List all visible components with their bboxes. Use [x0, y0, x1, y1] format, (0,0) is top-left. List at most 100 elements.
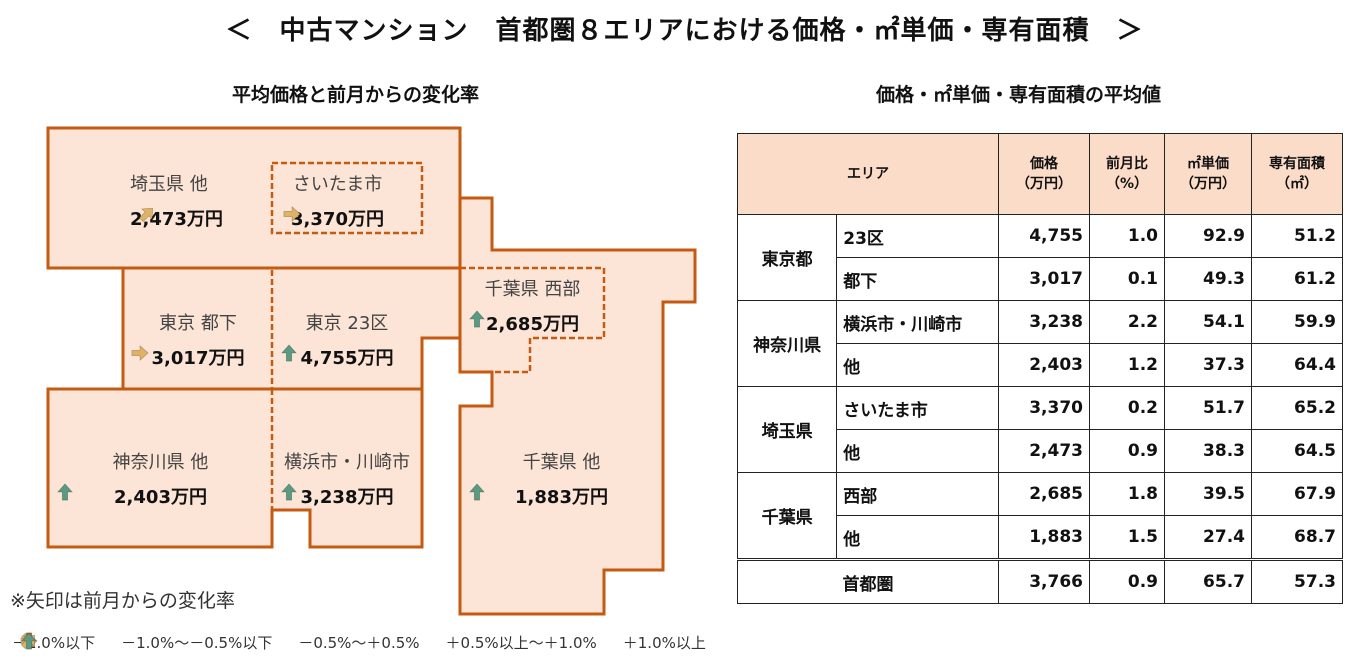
region-chiba-west — [460, 266, 606, 374]
cell-value: 1.0 — [1089, 214, 1165, 258]
map-subtitle: 平均価格と前月からの変化率 — [232, 84, 480, 106]
table-row: 他 2,403 1.2 37.3 64.4 — [738, 343, 1343, 387]
cell-value: 4,755 — [998, 214, 1090, 258]
cell-value: 3,238 — [998, 300, 1090, 344]
legend-item: ＋1.0%以上 — [20, 632, 706, 653]
region-name: 埼玉県 他 — [130, 174, 208, 195]
region-price: 3,017万円 — [123, 344, 273, 370]
cell-value: 61.2 — [1251, 257, 1343, 301]
arrow-up-icon — [280, 483, 298, 501]
legend: －1.0%以下 －1.0%～－0.5%以下 －0.5%～＋0.5% ＋0.5%以上～＋… — [12, 632, 718, 653]
table-row: 埼玉県 さいたま市 3,370 0.2 51.7 65.2 — [736, 386, 1343, 473]
cell-value: 27.4 — [1164, 515, 1252, 560]
header-price: 価格 （万円） — [998, 133, 1090, 215]
sub-area: さいたま市 — [836, 386, 999, 430]
price-value: 2,403万円 — [114, 487, 207, 508]
table-row: 千葉県 西部 2,685 1.8 39.5 67.9 — [736, 472, 1343, 560]
legend-item: －1.0%～－0.5%以下 — [20, 632, 273, 653]
region-chiba — [458, 196, 697, 616]
region-name: 横浜市・川崎市 — [284, 452, 410, 473]
legend-label: －0.5%～＋0.5% — [298, 634, 420, 652]
cell-value: 92.9 — [1164, 214, 1252, 258]
cell-value: 54.1 — [1164, 300, 1252, 344]
arrow-right-icon — [131, 344, 149, 362]
region-price: 1,883万円 — [460, 483, 663, 509]
sub-area: 横浜市・川崎市 — [836, 300, 999, 344]
cell-value: 1.8 — [1089, 472, 1165, 516]
legend-label: －1.0%～－0.5%以下 — [121, 634, 273, 652]
header-unit-price: ㎡単価 （万円） — [1164, 133, 1252, 215]
cell-value: 3,370 — [998, 386, 1090, 430]
region-name: さいたま市 — [292, 174, 383, 195]
arrow-up-icon — [280, 344, 298, 362]
cell-value: 0.1 — [1089, 257, 1165, 301]
group-name: 東京都 — [736, 214, 838, 301]
price-value: 3,370万円 — [291, 209, 384, 230]
arrow-up-icon — [56, 483, 74, 501]
price-value: 2,473万円 — [130, 209, 223, 230]
header-area: エリア — [737, 133, 999, 215]
region-price: 2,403万円 — [48, 483, 273, 509]
price-value: 3,017万円 — [151, 348, 245, 369]
region-name: 千葉県 他 — [522, 452, 601, 473]
cell-value: 1.5 — [1089, 515, 1165, 560]
cell-value: 2.2 — [1089, 300, 1165, 344]
region-price: 3,238万円 — [272, 483, 422, 509]
legend-label: ＋1.0%以上 — [622, 634, 706, 652]
table-row: 東京都 23区 4,755 1.0 92.9 51.2 — [736, 214, 1343, 301]
page-title: ＜ 中古マンション 首都圏８エリアにおける価格・㎡単価・専有面積 ＞ — [225, 16, 1144, 46]
cell-value: 65.7 — [1164, 558, 1252, 604]
cell-value: 39.5 — [1164, 472, 1252, 516]
region-price: 2,473万円 — [130, 205, 223, 231]
region-kanagawa — [46, 387, 424, 549]
region-map — [46, 126, 697, 616]
sub-area: 都下 — [836, 257, 999, 301]
cell-value: 67.9 — [1251, 472, 1343, 516]
region-name: 千葉県 西部 — [484, 279, 581, 300]
header-change: 前月比 （%） — [1089, 133, 1165, 215]
legend-label: ＋0.5%以上～＋1.0% — [445, 634, 597, 652]
group-name: 埼玉県 — [736, 386, 838, 473]
cell-value: 0.9 — [1089, 429, 1165, 473]
arrow-up-icon — [468, 310, 486, 328]
cell-value: 2,403 — [998, 343, 1090, 387]
total-row: 首都圏 3,766 0.9 65.7 57.3 — [737, 558, 1343, 604]
arrow-note: ※矢印は前月からの変化率 — [10, 590, 235, 612]
legend-item: －0.5%～＋0.5% — [20, 632, 420, 653]
cell-value: 59.9 — [1251, 300, 1343, 344]
group-name: 千葉県 — [736, 472, 838, 560]
legend-item: ＋0.5%以上～＋1.0% — [20, 632, 597, 653]
cell-value: 68.7 — [1251, 515, 1343, 560]
total-label: 首都圏 — [737, 558, 999, 604]
cell-value: 51.2 — [1251, 214, 1343, 258]
sub-area: 23区 — [836, 214, 999, 258]
table-row: 他 2,473 0.9 38.3 64.5 — [738, 429, 1343, 473]
cell-value: 3,766 — [998, 558, 1090, 604]
cell-value: 0.9 — [1089, 558, 1165, 604]
cell-value: 65.2 — [1251, 386, 1343, 430]
region-price: 2,685万円 — [460, 310, 605, 336]
table-row: 他 1,883 1.5 27.4 68.7 — [738, 515, 1343, 560]
arrow-up-icon — [20, 632, 38, 650]
sub-area: 他 — [836, 343, 999, 387]
header-area-size: 専有面積 （㎡） — [1251, 133, 1343, 215]
region-saitama-city — [270, 161, 424, 235]
cell-value: 57.3 — [1251, 558, 1343, 604]
table-row: 神奈川県 横浜市・川崎市 3,238 2.2 54.1 59.9 — [736, 300, 1343, 387]
cell-value: 2,473 — [998, 429, 1090, 473]
price-value: 1,883万円 — [515, 487, 608, 508]
cell-value: 49.3 — [1164, 257, 1252, 301]
cell-value: 0.2 — [1089, 386, 1165, 430]
cell-value: 1,883 — [998, 515, 1090, 560]
price-value: 3,238万円 — [300, 487, 394, 508]
cell-value: 2,685 — [998, 472, 1090, 516]
cell-value: 37.3 — [1164, 343, 1252, 387]
cell-value: 64.5 — [1251, 429, 1343, 473]
arrow-up-icon — [468, 483, 486, 501]
price-value: 2,685万円 — [486, 314, 579, 335]
arrow-right-icon — [283, 205, 301, 223]
group-name: 神奈川県 — [736, 300, 838, 387]
sub-area: 他 — [836, 429, 999, 473]
region-price: 4,755万円 — [272, 344, 422, 370]
cell-value: 51.7 — [1164, 386, 1252, 430]
